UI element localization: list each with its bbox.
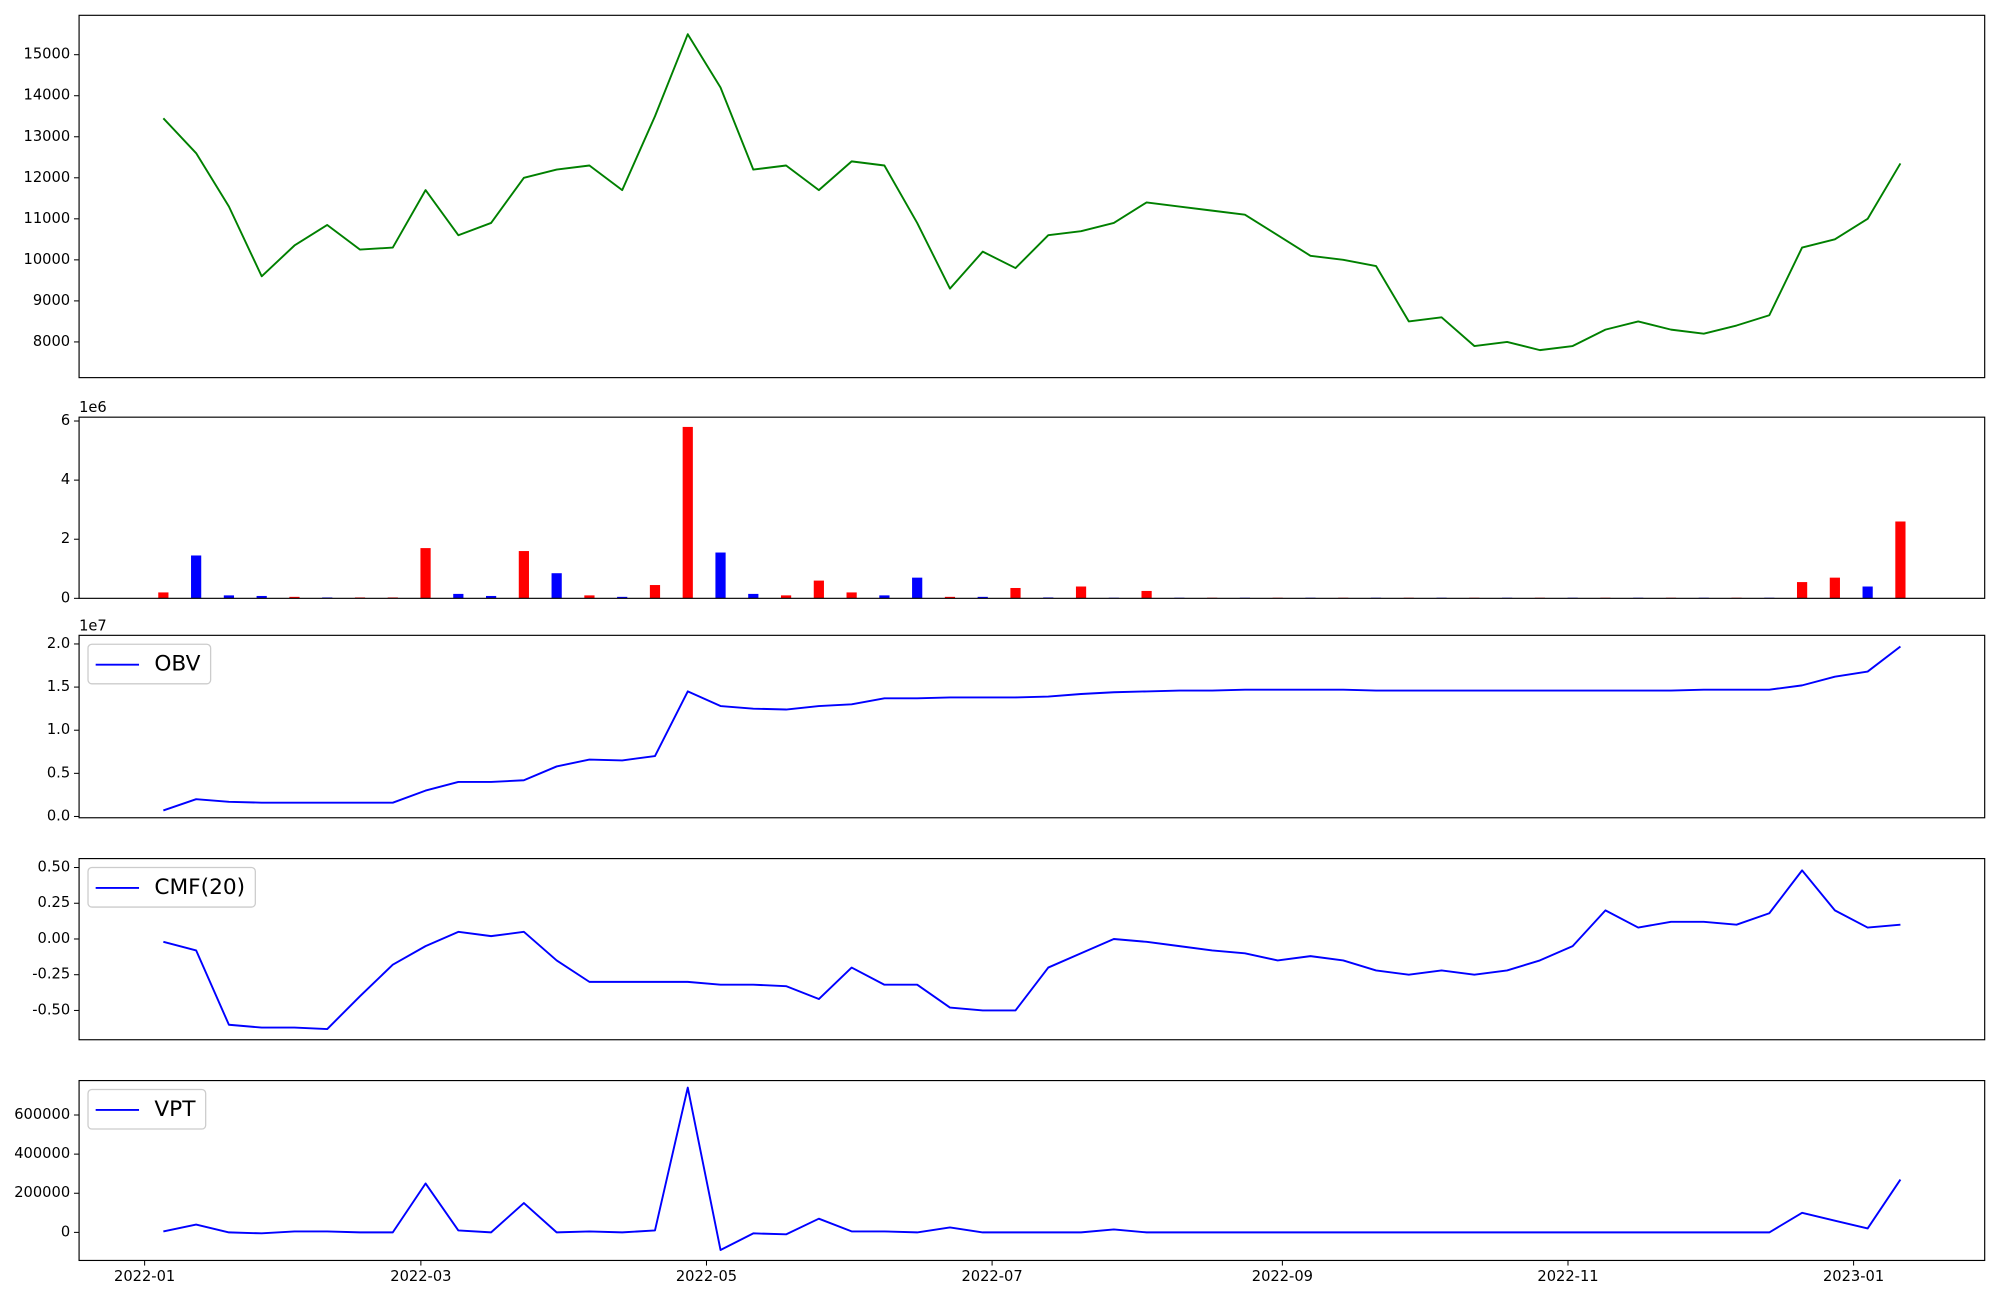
y-tick-label: 12000 bbox=[24, 169, 71, 186]
legend: CMF(20) bbox=[87, 866, 256, 908]
y-tick-label: 0.00 bbox=[38, 930, 71, 947]
line-series bbox=[163, 869, 1901, 1030]
panel: -0.50 -0.25 0.00 0.25 0.50 CMF(20) bbox=[32, 858, 1986, 1041]
legend-box bbox=[87, 866, 256, 908]
y-tick-label: 2.0 bbox=[47, 635, 70, 652]
y-tick-label: 10000 bbox=[24, 251, 71, 268]
x-tick-label: 2022-09 bbox=[1252, 1268, 1313, 1285]
y-tick-label: 200000 bbox=[14, 1184, 70, 1201]
volume-bar bbox=[256, 595, 267, 599]
volume-bar bbox=[780, 595, 792, 599]
volume-bar bbox=[191, 555, 202, 599]
y-tick-label: 600000 bbox=[14, 1106, 70, 1123]
offset-text: 1e6 bbox=[79, 399, 107, 416]
legend-label: CMF(20) bbox=[154, 875, 245, 900]
legend-label: VPT bbox=[154, 1097, 196, 1122]
panel: 0.0 0.5 1.0 1.5 2.0 1e7 OBV bbox=[47, 617, 1986, 824]
axes-frame bbox=[78, 634, 1986, 819]
y-tick-label: 4 bbox=[61, 471, 70, 488]
axes-frame bbox=[78, 416, 1986, 599]
y-tick-label: 14000 bbox=[24, 87, 71, 104]
y-tick-label: 1.5 bbox=[47, 678, 70, 695]
line-series bbox=[163, 1086, 1902, 1251]
volume-bar bbox=[158, 592, 169, 599]
panel: 0 2 4 6 1e6 bbox=[61, 399, 1986, 606]
volume-bar bbox=[977, 596, 988, 599]
x-tick-label: 2022-05 bbox=[676, 1268, 737, 1285]
volume-bar bbox=[518, 551, 529, 599]
legend: VPT bbox=[87, 1088, 207, 1130]
legend-box bbox=[87, 1088, 207, 1130]
volume-bar bbox=[748, 593, 759, 599]
volume-bar bbox=[289, 596, 300, 599]
volume-bar bbox=[1010, 587, 1021, 599]
y-tick-label: 0 bbox=[61, 589, 70, 606]
y-tick-label: -0.50 bbox=[32, 1001, 70, 1018]
y-tick-label: 1.0 bbox=[47, 721, 70, 738]
volume-bar bbox=[879, 595, 890, 599]
y-tick-label: 2 bbox=[61, 530, 70, 547]
line-series bbox=[163, 645, 1902, 812]
x-tick-label: 2022-11 bbox=[1537, 1268, 1598, 1285]
legend-label: OBV bbox=[154, 652, 200, 677]
volume-bar bbox=[551, 573, 562, 599]
y-tick-label: 15000 bbox=[24, 46, 71, 63]
y-tick-label: 0 bbox=[61, 1223, 70, 1240]
volume-bar bbox=[1075, 586, 1087, 599]
volume-bar bbox=[420, 548, 431, 599]
volume-bar bbox=[453, 593, 464, 599]
x-tick-label: 2022-03 bbox=[390, 1268, 451, 1285]
legend-box bbox=[87, 643, 212, 685]
volume-bar bbox=[944, 596, 956, 599]
volume-bar bbox=[223, 595, 235, 599]
y-tick-label: 6 bbox=[61, 412, 70, 429]
x-tick-label: 2022-07 bbox=[961, 1268, 1022, 1285]
volume-bar bbox=[912, 577, 923, 599]
volume-bar bbox=[649, 585, 661, 599]
volume-bar bbox=[1862, 586, 1873, 599]
y-tick-label: 400000 bbox=[14, 1145, 70, 1162]
x-tick-label: 2023-01 bbox=[1823, 1268, 1884, 1285]
y-tick-label: 0.5 bbox=[47, 764, 70, 781]
volume-bar bbox=[813, 580, 824, 599]
y-tick-label: -0.25 bbox=[32, 966, 70, 983]
axes-frame bbox=[78, 1079, 1986, 1262]
y-tick-label: 11000 bbox=[24, 210, 71, 227]
legend: OBV bbox=[87, 643, 212, 685]
volume-bar bbox=[584, 595, 595, 599]
volume-bar bbox=[1829, 577, 1840, 599]
y-tick-label: 8000 bbox=[33, 333, 70, 350]
y-tick-label: 13000 bbox=[24, 128, 71, 145]
volume-bar bbox=[617, 596, 628, 599]
offset-text: 1e7 bbox=[79, 617, 107, 634]
volume-bar bbox=[1141, 590, 1152, 599]
y-tick-label: 0.25 bbox=[38, 894, 71, 911]
y-tick-label: 9000 bbox=[33, 292, 70, 309]
volume-bar bbox=[846, 592, 857, 599]
volume-bar bbox=[1796, 582, 1808, 599]
y-tick-label: 0.0 bbox=[47, 807, 70, 824]
axes-frame bbox=[78, 14, 1986, 379]
volume-bar bbox=[486, 595, 497, 599]
panel: 0 200000 400000 600000 2022-01 2022-03 2022-05… bbox=[14, 1079, 1986, 1285]
line-series bbox=[162, 33, 1902, 352]
volume-bar bbox=[715, 552, 726, 599]
x-tick-label: 2022-01 bbox=[114, 1268, 175, 1285]
axes-frame bbox=[78, 858, 1986, 1041]
volume-bar bbox=[682, 426, 693, 599]
y-tick-label: 0.50 bbox=[38, 859, 71, 876]
volume-bar bbox=[1895, 521, 1906, 599]
panel: 8000 9000 10000 11000 12000 13000 14000 15000 bbox=[24, 14, 1986, 379]
